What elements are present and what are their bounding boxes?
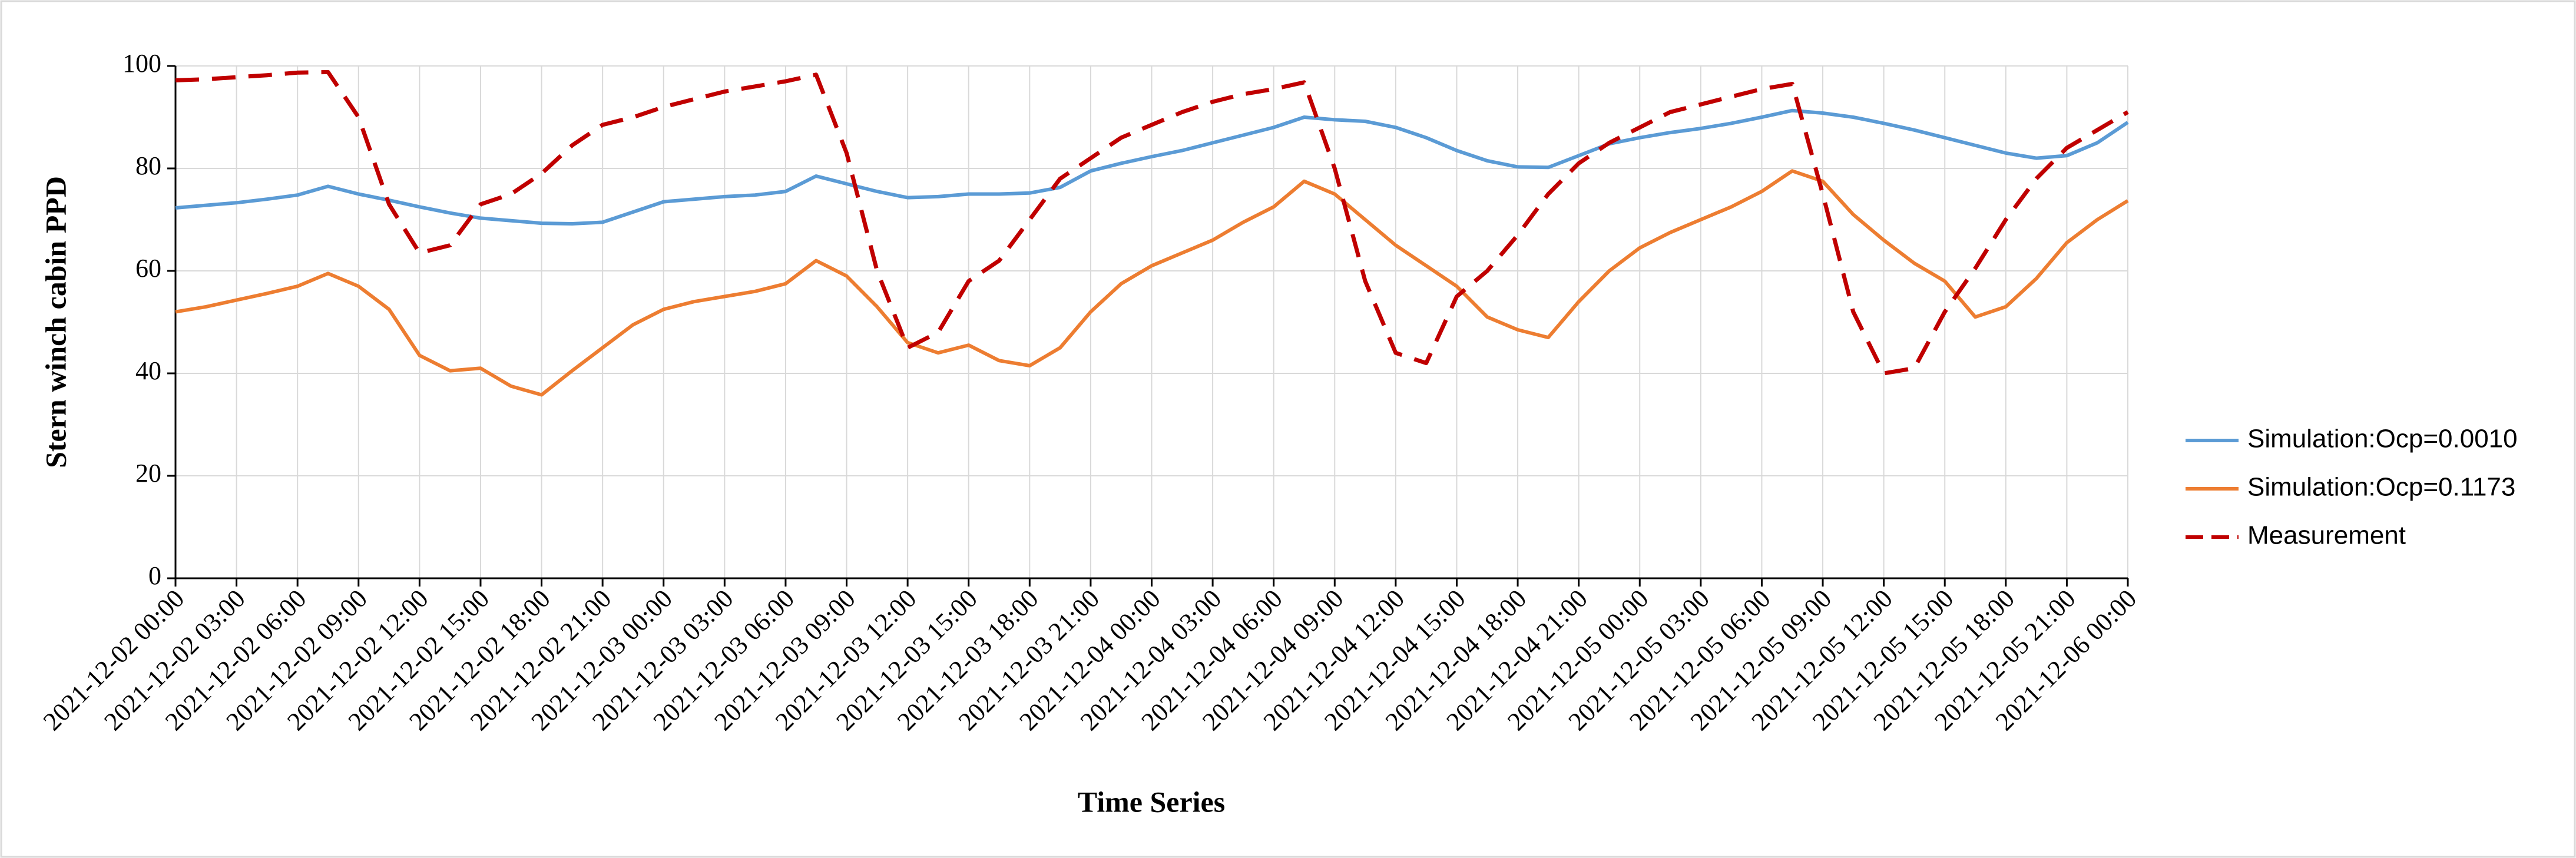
series-line [175,169,2129,397]
y-tick-label: 20 [135,459,161,488]
y-tick-label: 0 [148,561,161,590]
legend-label: Simulation:Ocp=0.0010 [2247,425,2518,453]
series-line [175,69,2129,376]
y-axis-title: Stern winch cabin PPD [39,176,72,468]
series-line [175,108,2129,226]
legend-label: Measurement [2247,521,2406,550]
legend-label: Simulation:Ocp=0.1173 [2247,473,2515,502]
y-tick-label: 100 [122,49,161,78]
x-axis-title: Time Series [1078,785,1225,818]
y-tick-label: 40 [135,356,161,385]
y-tick-label: 60 [135,254,161,283]
y-tick-label: 80 [135,151,161,180]
